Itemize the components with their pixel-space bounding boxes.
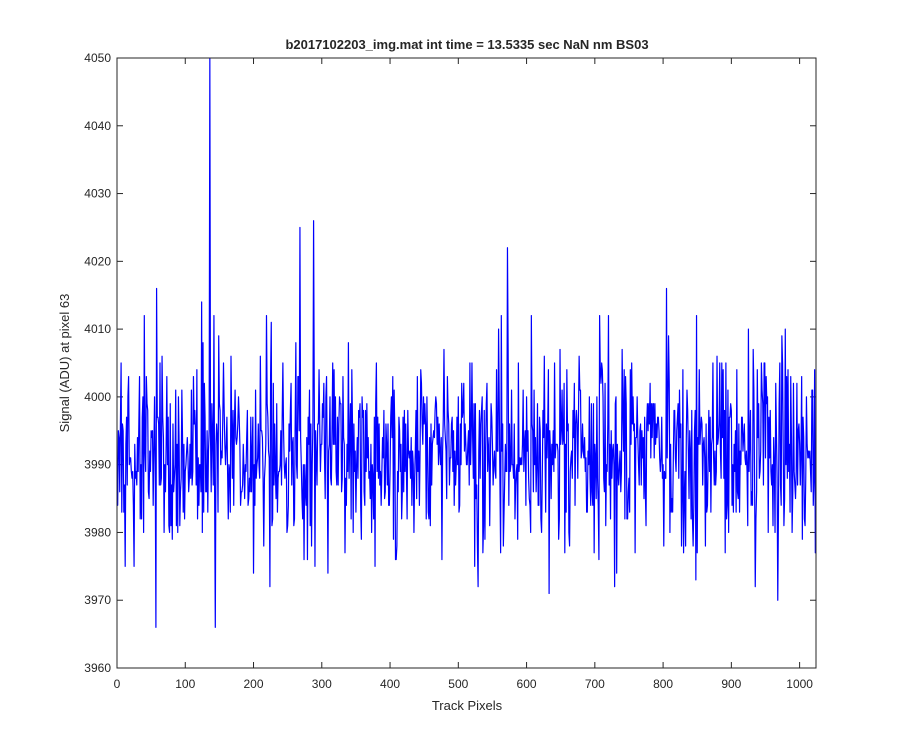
chart-title: b2017102203_img.mat int time = 13.5335 s… <box>285 37 648 52</box>
y-tick-label: 3990 <box>84 458 111 472</box>
x-tick-label: 300 <box>312 677 332 691</box>
y-axis-label: Signal (ADU) at pixel 63 <box>57 294 72 433</box>
x-tick-label: 200 <box>244 677 264 691</box>
x-tick-label: 0 <box>114 677 121 691</box>
x-tick-label: 500 <box>448 677 468 691</box>
y-axis-ticks: 3960 3970 3980 3990 4000 4010 4020 4030 4040 4050 <box>84 51 816 675</box>
x-tick-label: 400 <box>380 677 400 691</box>
y-tick-label: 4040 <box>84 119 111 133</box>
x-axis-label: Track Pixels <box>432 698 503 713</box>
y-tick-label: 3980 <box>84 525 111 539</box>
y-tick-label: 3970 <box>84 593 111 607</box>
x-tick-label: 100 <box>175 677 195 691</box>
y-tick-label: 4030 <box>84 187 111 201</box>
x-tick-label: 800 <box>653 677 673 691</box>
y-tick-label: 4010 <box>84 322 111 336</box>
x-axis-ticks: 0 100 200 300 400 500 600 700 800 900 1000 <box>114 58 813 691</box>
x-tick-label: 900 <box>721 677 741 691</box>
signal-series-line <box>117 58 816 628</box>
x-tick-label: 600 <box>517 677 537 691</box>
x-tick-label: 700 <box>585 677 605 691</box>
y-tick-label: 4050 <box>84 51 111 65</box>
x-tick-label: 1000 <box>786 677 813 691</box>
plot-area-frame <box>116 57 817 669</box>
y-tick-label: 4000 <box>84 390 111 404</box>
y-tick-label: 3960 <box>84 661 111 675</box>
y-tick-label: 4020 <box>84 254 111 268</box>
